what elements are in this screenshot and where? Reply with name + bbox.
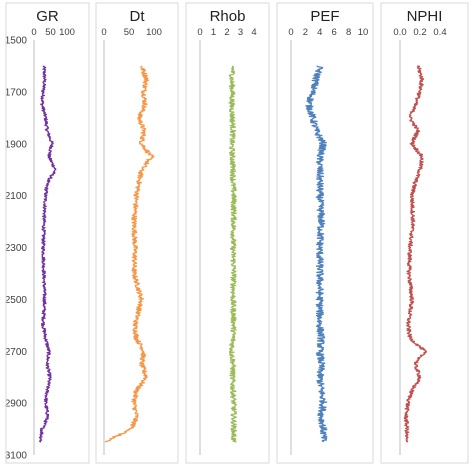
depth-tick-label: 1700 [5, 87, 28, 98]
value-tick-label: 0 [197, 27, 202, 38]
track-title: NPHI [407, 8, 443, 25]
value-tick-label: 100 [146, 27, 162, 38]
depth-tick-label: 1900 [5, 139, 28, 150]
value-tick-label: 0.2 [413, 27, 426, 38]
value-tick-label: 6 [332, 27, 337, 38]
log-curve [228, 65, 238, 443]
log-curve [104, 65, 155, 443]
value-tick-label: 50 [124, 27, 135, 38]
value-tick-label: 2 [224, 27, 229, 38]
depth-tick-label: 2300 [5, 243, 28, 254]
track-panel [5, 2, 90, 464]
value-tick-label: 1 [211, 27, 216, 38]
value-tick-label: 0 [101, 27, 106, 38]
depth-tick-label: 1500 [5, 36, 28, 47]
track-title: Dt [130, 8, 146, 25]
value-tick-label: 50 [45, 27, 56, 38]
log-curve [38, 65, 57, 443]
track-title: GR [36, 8, 59, 25]
depth-tick-label: 2700 [5, 347, 28, 358]
track-panel [380, 2, 469, 464]
depth-tick-label: 3100 [5, 451, 28, 462]
value-tick-label: 0 [288, 27, 293, 38]
depth-tick-label: 2500 [5, 295, 28, 306]
value-tick-label: 100 [59, 27, 75, 38]
depth-tick-label: 2900 [5, 399, 28, 410]
value-tick-label: 3 [238, 27, 243, 38]
track-panel [185, 2, 270, 464]
value-tick-label: 4 [317, 27, 322, 38]
track-title: Rhob [210, 8, 246, 25]
value-tick-label: 0.0 [393, 27, 406, 38]
track-panel [276, 2, 374, 464]
value-tick-label: 2 [303, 27, 308, 38]
log-curve [403, 65, 427, 443]
value-tick-label: 0 [31, 27, 36, 38]
log-curve [305, 65, 328, 443]
track-title: PEF [310, 8, 339, 25]
value-tick-label: 0.4 [433, 27, 446, 38]
value-tick-label: 8 [346, 27, 351, 38]
value-tick-label: 4 [251, 27, 256, 38]
value-tick-label: 10 [358, 27, 369, 38]
depth-tick-label: 2100 [5, 191, 28, 202]
track-panel [95, 2, 179, 464]
